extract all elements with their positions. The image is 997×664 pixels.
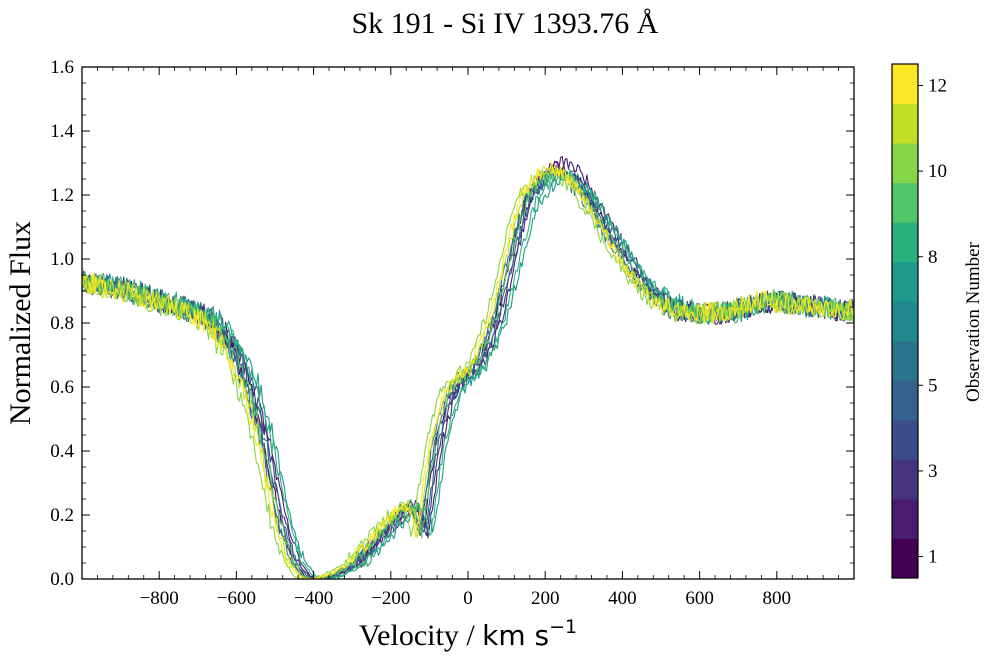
- x-tick-label: −400: [294, 588, 333, 609]
- x-axis-label: Velocity / km s−1: [359, 616, 577, 652]
- y-tick-label: 1.6: [50, 57, 74, 78]
- colorbar-tick-label: 1: [928, 547, 938, 568]
- plot-area: [81, 155, 855, 580]
- y-tick-label: 0.2: [50, 505, 74, 526]
- series-line-obs-12: [81, 161, 855, 580]
- colorbar-tick-label: 8: [928, 247, 938, 268]
- colorbar-tick-label: 3: [928, 461, 938, 482]
- colorbar-tick-label: 10: [928, 161, 947, 182]
- colorbar-segment: [892, 538, 918, 579]
- colorbar-segment: [892, 182, 918, 223]
- colorbar-segment: [892, 64, 918, 105]
- colorbar-segment: [892, 380, 918, 421]
- series-line-obs-11: [81, 165, 855, 580]
- y-axis-label: Normalized Flux: [4, 221, 37, 425]
- y-tick-label: 1.0: [50, 249, 74, 270]
- x-tick-label: 400: [608, 588, 637, 609]
- colorbar-segment: [892, 143, 918, 184]
- colorbar-frame: [891, 63, 919, 579]
- plot-frame: [81, 66, 855, 580]
- x-tick-label: 0: [463, 588, 473, 609]
- axis-ticks: −800 −600 −400 −200 0 200 400 600 800 0.0 0.2 0.4 0.…: [50, 57, 854, 609]
- x-tick-label: 800: [763, 588, 792, 609]
- chart-title: Sk 191 - Si IV 1393.76 Å: [352, 7, 659, 40]
- colorbar-segment: [892, 301, 918, 342]
- colorbar-segment: [892, 459, 918, 500]
- x-tick-label: 200: [531, 588, 560, 609]
- y-tick-label: 0.4: [50, 441, 74, 462]
- x-axis-label-text: Velocity /: [359, 619, 482, 652]
- colorbar-label: Observation Number: [963, 241, 984, 402]
- x-tick-label: −800: [140, 588, 179, 609]
- x-axis-label-unit: km s: [482, 619, 549, 652]
- x-tick-label: 600: [685, 588, 714, 609]
- x-tick-label: −200: [371, 588, 410, 609]
- colorbar-segment: [892, 419, 918, 460]
- colorbar-segment: [892, 103, 918, 144]
- y-tick-label: 1.2: [50, 185, 74, 206]
- x-axis-label-exponent: −1: [549, 616, 577, 638]
- colorbar-segment: [892, 222, 918, 263]
- colorbar-segment: [892, 261, 918, 302]
- series-line-obs-9: [81, 167, 855, 580]
- y-tick-label: 0.8: [50, 313, 74, 334]
- colorbar-tick-label: 12: [928, 75, 947, 96]
- colorbar-tick-label: 5: [928, 375, 938, 396]
- colorbar: 1 3 5 8 10 12: [891, 63, 947, 579]
- y-tick-label: 0.6: [50, 377, 74, 398]
- x-tick-label: −600: [217, 588, 256, 609]
- y-tick-label: 0.0: [50, 569, 74, 590]
- y-tick-label: 1.4: [50, 121, 74, 142]
- colorbar-segment: [892, 498, 918, 539]
- colorbar-segment: [892, 340, 918, 381]
